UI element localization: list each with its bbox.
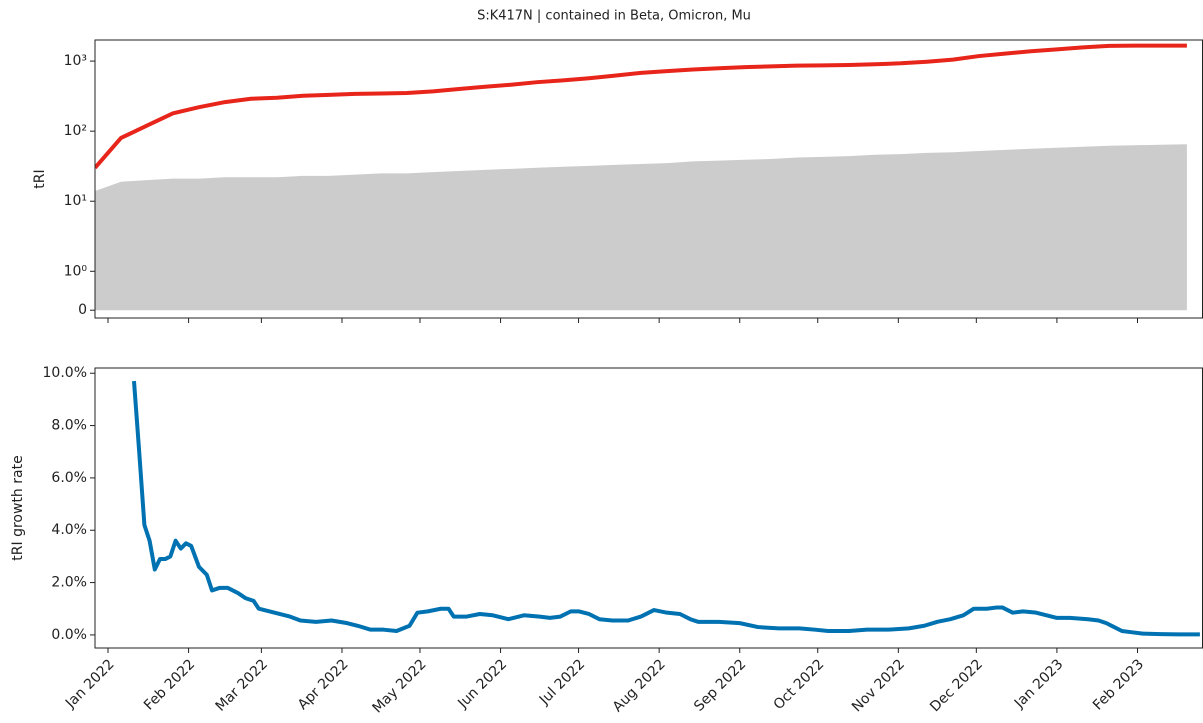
y-tick-label: 10.0%: [43, 365, 87, 381]
y-tick-label: 0: [78, 302, 87, 318]
x-tick-label: Aug 2022: [610, 656, 669, 715]
area: [95, 144, 1187, 311]
x-tick-label: Jan 2022: [62, 656, 118, 712]
line: [132, 380, 1200, 637]
x-tick-label: Sep 2022: [691, 656, 749, 714]
y-tick-label: 0.0%: [51, 627, 87, 643]
x-tick-label: Dec 2022: [927, 656, 986, 715]
y-tick-label: 10¹: [64, 193, 87, 209]
x-tick-label: Feb 2023: [1090, 656, 1147, 713]
y-axis-label: tRI: [32, 169, 48, 188]
x-tick-label: Jan 2023: [1011, 656, 1067, 712]
y-axis-label: tRI growth rate: [10, 455, 26, 560]
axes-frame: [94, 367, 1203, 649]
y-tick-label: 10³: [64, 53, 87, 69]
y-tick-label: 10²: [64, 123, 87, 139]
y-tick-label: 10⁰: [64, 263, 88, 279]
x-tick-label: Feb 2022: [141, 656, 198, 713]
x-tick-label: Mar 2022: [213, 656, 271, 714]
y-tick-label: 8.0%: [51, 418, 87, 434]
x-tick-label: Apr 2022: [295, 656, 352, 713]
line: [95, 43, 1187, 170]
y-tick-label: 4.0%: [51, 522, 87, 538]
chart-title: S:K417N | contained in Beta, Omicron, Mu: [477, 9, 751, 24]
x-tick-label: Oct 2022: [771, 656, 828, 713]
x-tick-label: Nov 2022: [849, 656, 908, 715]
x-tick-label: Jun 2022: [454, 656, 510, 712]
y-tick-label: 6.0%: [51, 470, 87, 486]
y-tick-label: 2.0%: [51, 575, 87, 591]
x-tick-label: May 2022: [370, 656, 430, 716]
x-tick-label: Jul 2022: [536, 656, 588, 708]
